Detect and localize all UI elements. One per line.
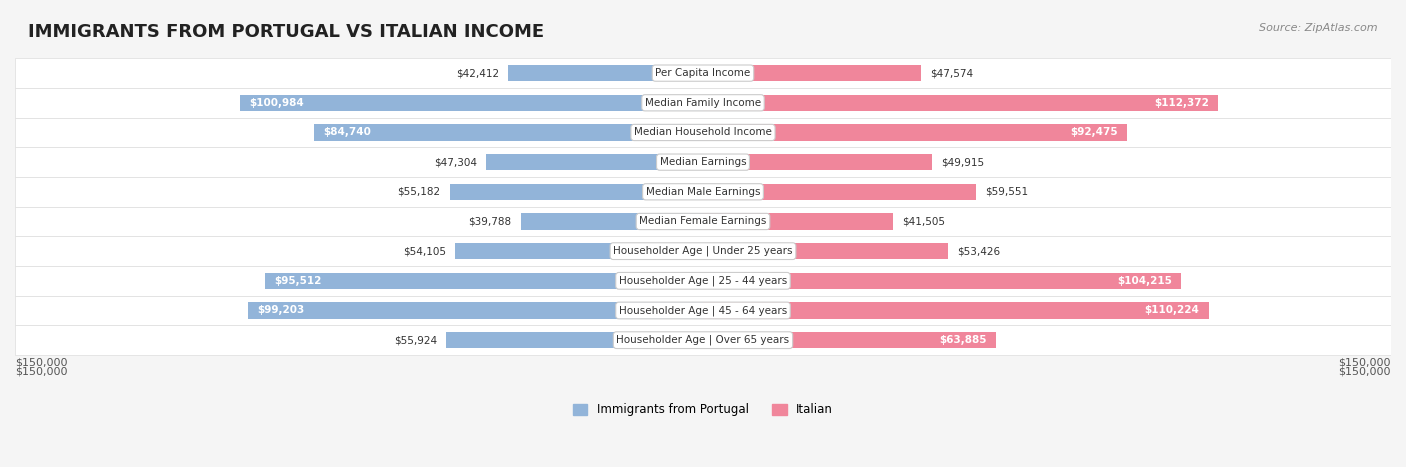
Text: $39,788: $39,788	[468, 217, 512, 226]
Text: $63,885: $63,885	[939, 335, 987, 345]
Bar	[264, 273, 703, 289]
Text: $41,505: $41,505	[903, 217, 946, 226]
Bar	[15, 58, 1391, 88]
Bar	[703, 273, 1181, 289]
Bar	[15, 266, 1391, 296]
Text: $42,412: $42,412	[456, 68, 499, 78]
Bar	[703, 65, 921, 81]
Text: Householder Age | 25 - 44 years: Householder Age | 25 - 44 years	[619, 276, 787, 286]
Text: $59,551: $59,551	[986, 187, 1028, 197]
Bar	[703, 243, 948, 259]
Bar	[15, 206, 1391, 236]
Text: $112,372: $112,372	[1154, 98, 1209, 108]
Legend: Immigrants from Portugal, Italian: Immigrants from Portugal, Italian	[568, 399, 838, 421]
Bar	[450, 184, 703, 200]
Text: $49,915: $49,915	[941, 157, 984, 167]
Text: Householder Age | Under 25 years: Householder Age | Under 25 years	[613, 246, 793, 256]
Bar	[509, 65, 703, 81]
Bar	[703, 302, 1209, 318]
Text: $55,182: $55,182	[398, 187, 440, 197]
Text: Median Family Income: Median Family Income	[645, 98, 761, 108]
Text: Householder Age | 45 - 64 years: Householder Age | 45 - 64 years	[619, 305, 787, 316]
Text: $55,924: $55,924	[394, 335, 437, 345]
Bar	[247, 302, 703, 318]
Bar	[703, 95, 1219, 111]
Text: Median Male Earnings: Median Male Earnings	[645, 187, 761, 197]
Bar	[315, 124, 703, 141]
Text: $104,215: $104,215	[1116, 276, 1171, 286]
Text: $92,475: $92,475	[1070, 127, 1118, 137]
Bar	[15, 88, 1391, 118]
Bar	[240, 95, 703, 111]
Text: $100,984: $100,984	[249, 98, 304, 108]
Text: $150,000: $150,000	[1339, 367, 1391, 377]
Bar	[454, 243, 703, 259]
Bar	[703, 184, 976, 200]
Text: $150,000: $150,000	[1339, 357, 1391, 368]
Bar	[15, 296, 1391, 325]
Text: $95,512: $95,512	[274, 276, 322, 286]
Text: Median Earnings: Median Earnings	[659, 157, 747, 167]
Text: IMMIGRANTS FROM PORTUGAL VS ITALIAN INCOME: IMMIGRANTS FROM PORTUGAL VS ITALIAN INCO…	[28, 23, 544, 42]
Bar	[15, 177, 1391, 206]
Text: $84,740: $84,740	[323, 127, 371, 137]
Text: $150,000: $150,000	[15, 357, 67, 368]
Text: $47,574: $47,574	[931, 68, 973, 78]
Text: Median Household Income: Median Household Income	[634, 127, 772, 137]
Bar	[703, 124, 1128, 141]
Bar	[486, 154, 703, 170]
Text: $110,224: $110,224	[1144, 305, 1199, 316]
Text: $53,426: $53,426	[957, 246, 1000, 256]
Bar	[15, 118, 1391, 147]
Bar	[520, 213, 703, 230]
Text: Source: ZipAtlas.com: Source: ZipAtlas.com	[1260, 23, 1378, 33]
Bar	[15, 236, 1391, 266]
Text: $47,304: $47,304	[434, 157, 477, 167]
Bar	[703, 332, 995, 348]
Bar	[703, 154, 932, 170]
Text: $150,000: $150,000	[15, 367, 67, 377]
Bar	[703, 213, 893, 230]
Text: Median Female Earnings: Median Female Earnings	[640, 217, 766, 226]
Text: $99,203: $99,203	[257, 305, 305, 316]
Bar	[15, 325, 1391, 355]
Bar	[447, 332, 703, 348]
Text: $54,105: $54,105	[402, 246, 446, 256]
Text: Per Capita Income: Per Capita Income	[655, 68, 751, 78]
Bar	[15, 147, 1391, 177]
Text: Householder Age | Over 65 years: Householder Age | Over 65 years	[616, 335, 790, 346]
